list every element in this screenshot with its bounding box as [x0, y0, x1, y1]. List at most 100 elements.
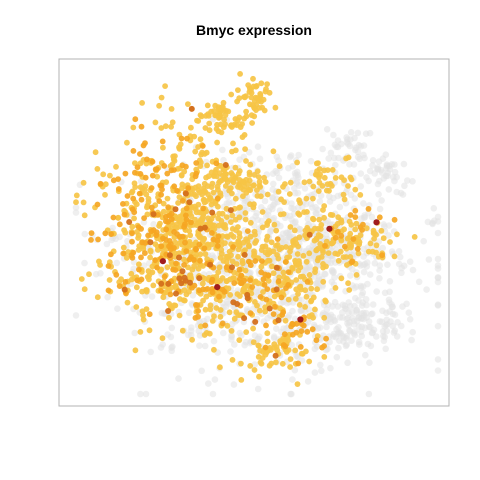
scatter-point: [291, 366, 299, 374]
scatter-point: [277, 299, 285, 307]
scatter-point: [229, 258, 236, 265]
scatter-point: [356, 341, 363, 348]
scatter-point: [320, 278, 327, 285]
scatter-point: [232, 195, 239, 202]
scatter-point: [134, 164, 141, 171]
scatter-point: [335, 344, 342, 352]
scatter-point: [228, 231, 235, 238]
scatter-point: [222, 121, 229, 128]
scatter-point: [197, 159, 204, 166]
scatter-point: [178, 135, 185, 142]
scatter-point: [289, 163, 297, 170]
scatter-point: [312, 306, 318, 313]
scatter-point: [304, 328, 311, 335]
scatter-point: [108, 251, 114, 258]
scatter-point: [232, 116, 239, 122]
scatter-point: [163, 179, 170, 186]
scatter-point: [275, 174, 283, 182]
scatter-point: [373, 242, 380, 249]
scatter-point: [312, 266, 319, 272]
scatter-point: [233, 227, 239, 234]
scatter-point: [267, 345, 273, 351]
scatter-point: [323, 187, 330, 194]
scatter-point: [261, 197, 269, 205]
scatter-point: [237, 204, 244, 211]
scatter-point: [405, 309, 413, 317]
scatter-point: [396, 253, 404, 261]
scatter-point: [241, 132, 248, 138]
scatter-point: [280, 183, 286, 190]
scatter-point: [254, 385, 262, 393]
scatter-point: [237, 184, 244, 191]
scatter-point: [386, 166, 394, 173]
scatter-point: [122, 170, 129, 177]
scatter-point: [341, 196, 348, 203]
scatter-point: [278, 294, 285, 301]
scatter-point: [232, 216, 239, 223]
scatter-point: [121, 227, 127, 234]
scatter-point: [139, 308, 146, 315]
scatter-point: [160, 235, 166, 242]
scatter-point: [335, 257, 342, 264]
scatter-point: [156, 102, 163, 109]
scatter-point: [288, 200, 295, 207]
scatter-point: [171, 158, 178, 164]
scatter-point: [346, 218, 353, 225]
scatter-point: [213, 305, 220, 311]
scatter-point: [124, 139, 130, 146]
scatter-point: [102, 181, 109, 188]
scatter-point: [270, 148, 277, 155]
scatter-point: [293, 329, 300, 336]
scatter-point: [191, 133, 198, 140]
scatter-point: [183, 205, 190, 212]
scatter-point: [297, 344, 304, 350]
scatter-point: [232, 147, 239, 154]
scatter-point: [131, 215, 138, 222]
scatter-point: [206, 195, 213, 202]
scatter-point: [181, 274, 188, 281]
scatter-point: [201, 235, 208, 242]
scatter-point: [116, 283, 123, 289]
scatter-point: [168, 210, 175, 217]
scatter-point: [299, 350, 306, 357]
scatter-point: [313, 160, 320, 167]
scatter-point: [113, 271, 120, 278]
scatter-point: [287, 248, 293, 255]
scatter-point: [339, 314, 346, 321]
scatter-point: [266, 305, 273, 312]
scatter-point: [313, 247, 320, 253]
scatter-point: [260, 276, 267, 283]
scatter-point: [291, 315, 299, 323]
scatter-point: [270, 270, 277, 277]
scatter-point: [147, 348, 154, 356]
scatter-point: [213, 160, 220, 167]
scatter-point: [192, 173, 199, 180]
scatter-point: [350, 330, 358, 337]
scatter-point: [406, 316, 414, 323]
scatter-point: [161, 163, 168, 169]
scatter-point: [359, 289, 367, 297]
scatter-point: [283, 285, 289, 291]
scatter-point: [310, 183, 317, 190]
scatter-point: [179, 198, 186, 204]
scatter-point: [243, 236, 250, 243]
scatter-point-highlight: [214, 284, 221, 291]
scatter-point: [118, 276, 124, 283]
scatter-point: [232, 164, 239, 171]
scatter-point: [369, 157, 377, 164]
scatter-point: [228, 170, 235, 176]
scatter-point: [297, 283, 304, 290]
scatter-point: [354, 129, 362, 137]
scatter-point: [104, 293, 111, 301]
scatter-point: [143, 288, 150, 295]
scatter-point: [353, 220, 360, 227]
scatter-point: [189, 336, 196, 343]
scatter-point: [241, 94, 247, 100]
scatter-point: [244, 228, 251, 235]
scatter-point: [269, 205, 276, 213]
scatter-point: [252, 212, 259, 220]
scatter-point: [355, 297, 362, 304]
scatter-point: [220, 329, 227, 337]
scatter-point: [264, 286, 271, 292]
scatter-point: [97, 270, 104, 277]
